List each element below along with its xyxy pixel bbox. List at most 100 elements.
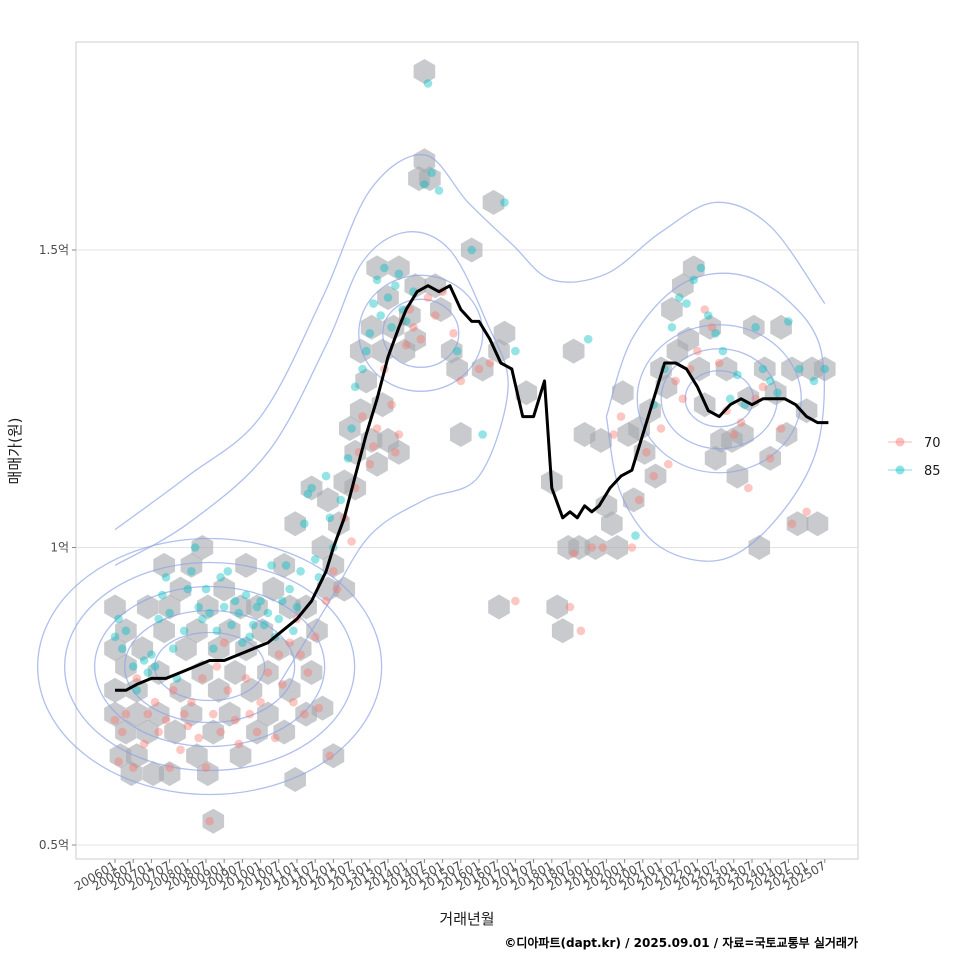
data-point-70 [693, 346, 702, 356]
y-axis-ticks: 0.5억 1억 1.5억 [39, 243, 76, 852]
hexbin-cell [360, 314, 383, 340]
data-point-70 [627, 543, 637, 552]
hexbin-cell [446, 356, 468, 382]
data-point-70 [736, 418, 746, 427]
density-contour-ring [358, 274, 484, 392]
data-point-85 [303, 489, 313, 499]
hexbin-cell [175, 636, 197, 662]
hexbin-cell [682, 255, 705, 281]
data-point-70 [332, 584, 342, 594]
data-point-70 [168, 686, 178, 695]
hexbin-cell [224, 660, 246, 685]
data-point-85 [321, 471, 331, 481]
hexbin-cell [322, 552, 345, 578]
hexbin-cell [186, 743, 208, 769]
x-axis-ticks: 2006012006072007012007072008012008072009… [72, 858, 828, 893]
data-point-70 [365, 459, 375, 469]
hexbin-cell [573, 422, 596, 447]
hexbin-cell [732, 422, 754, 447]
legend-label-85: 85 [924, 464, 941, 479]
hexbin-cell [493, 320, 516, 346]
hexbin-cell [488, 594, 510, 620]
hexbin-cell [273, 719, 296, 745]
data-point-70 [194, 733, 203, 743]
data-point-70 [143, 709, 153, 719]
hexbin-cell [218, 618, 241, 644]
data-point-85 [259, 620, 269, 630]
data-point-85 [336, 495, 346, 505]
data-point-70 [263, 668, 273, 677]
data-point-85 [711, 329, 720, 338]
data-point-70 [165, 763, 174, 772]
hexbin-cell [300, 660, 323, 685]
data-point-85 [380, 263, 389, 273]
data-point-85 [132, 686, 142, 695]
hexbin-cell [202, 719, 225, 745]
data-point-85 [758, 364, 768, 374]
hexbin-cell [699, 314, 721, 340]
data-point-85 [154, 614, 163, 624]
hexbin-cell [546, 594, 569, 620]
density-contour-ring [684, 370, 754, 428]
data-point-70 [609, 430, 618, 439]
data-point-70 [656, 424, 666, 433]
hexbin-cell [197, 594, 219, 620]
data-point-70 [198, 674, 207, 683]
hexbin-cell [430, 297, 452, 322]
hexbin-cell [262, 576, 285, 602]
data-point-85 [452, 346, 462, 356]
data-point-85 [252, 602, 262, 612]
data-point-70 [223, 686, 233, 695]
data-point-85 [296, 567, 305, 576]
data-point-85 [238, 638, 247, 647]
data-point-85 [114, 614, 123, 624]
data-point-70 [347, 537, 356, 546]
hexbin-cell [382, 314, 405, 340]
data-point-70 [744, 483, 753, 493]
hexbin-cell [688, 356, 710, 382]
data-point-85 [401, 317, 411, 326]
data-point-85 [194, 602, 203, 612]
data-point-85 [350, 382, 360, 392]
data-point-70 [321, 596, 331, 606]
data-point-85 [365, 329, 375, 338]
data-point-85 [765, 376, 775, 386]
hexbin-cell [158, 594, 181, 620]
density-contour-3 [605, 272, 825, 562]
hexbin-cell [349, 398, 372, 424]
density-contour-2 [114, 231, 509, 685]
data-point-70 [176, 745, 185, 755]
hexbin-cell [191, 535, 214, 560]
hexbin-cell [257, 701, 279, 727]
data-point-70 [300, 709, 309, 719]
hexbin-cell [104, 636, 126, 662]
data-point-85 [674, 293, 684, 302]
hexbin-cell [136, 719, 159, 745]
hexbin-cell [388, 255, 410, 281]
hexbin-cell [311, 535, 334, 560]
data-point-85 [292, 602, 302, 612]
data-point-70 [187, 697, 196, 707]
y-tick-label-2: 1.5억 [39, 243, 69, 257]
hexbin-cell [672, 273, 694, 299]
data-point-70 [565, 602, 575, 612]
data-point-70 [649, 471, 658, 481]
data-point-85 [245, 632, 254, 642]
hexbin-cell [482, 189, 505, 215]
hexbin-cell [104, 701, 126, 727]
hexbin-cell [661, 297, 683, 322]
hexbin-cell [584, 535, 607, 560]
hexbin-cell [186, 618, 208, 644]
trend-line [115, 284, 829, 692]
data-point-70 [303, 668, 313, 677]
hexbin-cell [169, 677, 192, 703]
data-point-70 [394, 430, 404, 439]
hexbin-cell [142, 761, 164, 787]
hexbin-cell [806, 511, 829, 537]
data-point-70 [230, 715, 240, 725]
data-point-70 [372, 424, 382, 433]
hexbin-cell [284, 767, 306, 792]
hexbin-cell [213, 576, 235, 602]
data-point-85 [201, 584, 211, 594]
